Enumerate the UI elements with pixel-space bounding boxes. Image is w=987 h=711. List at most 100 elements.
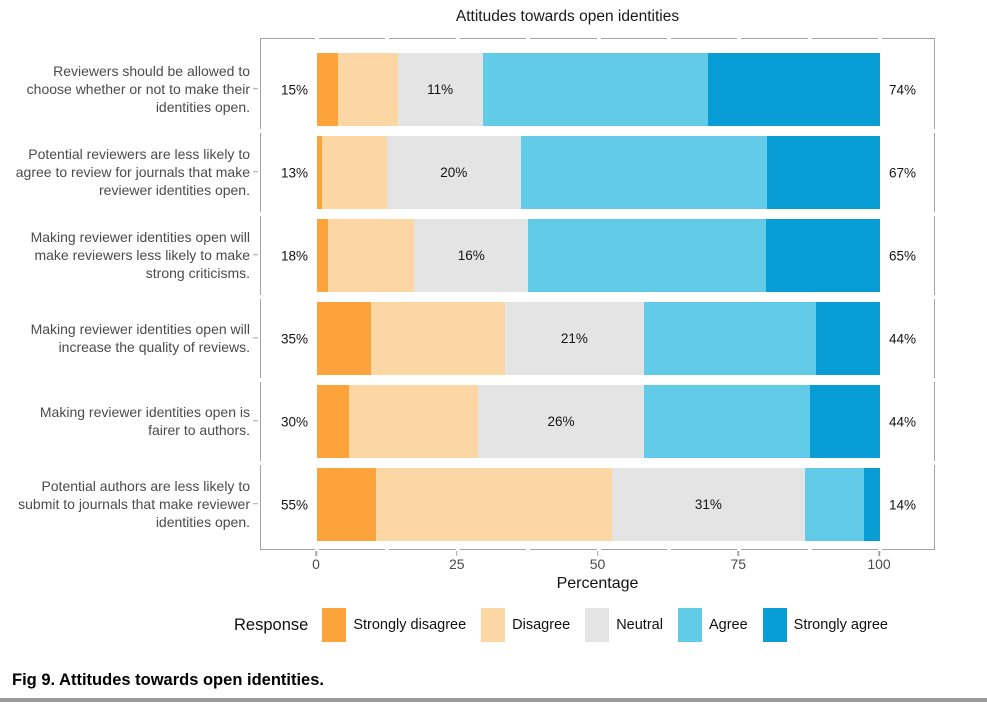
category-label: Making reviewer identities open will inc… [30,320,250,355]
legend-items: Strongly disagree Disagree Neutral Agree Str… [322,608,903,642]
border-grid-gap [526,548,531,551]
y-axis-tick [253,87,258,90]
border-grid-gap [455,37,460,40]
category-label: Making reviewer identities open will mak… [30,228,250,281]
right-total-label: 44% [889,331,917,346]
segment-agree [528,219,767,292]
legend-title: Response [234,615,309,634]
segment-strongly-disagree [317,385,350,458]
x-tick-label: 75 [730,556,747,572]
right-total-label: 14% [889,497,917,512]
right-total-label: 67% [889,165,917,180]
segment-neutral: 31% [611,468,805,541]
border-grid-gap [385,548,390,551]
legend-item: Strongly disagree [322,608,466,642]
border-grid-gap [878,37,882,40]
chart-title: Attitudes towards open identities [455,8,680,25]
border-grid-gap [596,548,601,551]
x-axis-tick [878,551,880,556]
caption-divider [0,698,987,702]
bar-row: 26% 30% 44% [281,385,916,458]
legend-item: Neutral [585,608,663,642]
segment-agree [644,302,816,375]
border-grid-gap [933,129,936,133]
segment-strongly-agree [767,136,880,209]
right-total-label: 65% [889,248,917,263]
figure-caption: Fig 9. Attitudes towards open identities… [12,671,324,689]
y-axis-tick [253,253,258,256]
legend-item: Disagree [481,608,570,642]
segment-neutral: 20% [386,136,521,209]
border-grid-gap [315,548,319,551]
left-total-label: 55% [280,497,308,512]
border-grid-gap [666,548,671,551]
border-grid-gap [596,37,601,40]
border-grid-gap [737,37,742,40]
border-grid-gap [933,461,936,465]
x-tick-label: 25 [448,556,465,572]
y-axis-tick [253,502,258,505]
legend-item: Agree [677,608,748,642]
y-axis-tick [253,170,258,173]
segment-disagree [327,219,415,292]
border-grid-gap [259,378,262,382]
border-grid-gap [807,37,812,40]
border-grid-gap [315,37,319,40]
segment-strongly-disagree [317,219,328,292]
bar-row: 16% 18% 65% [281,219,916,292]
segment-neutral: 21% [504,302,645,375]
segment-agree [482,53,709,126]
segment-neutral: 26% [477,385,645,458]
left-total-label: 18% [280,248,308,263]
legend-item: Strongly agree [762,608,888,642]
segment-strongly-disagree [317,468,376,541]
category-label: Potential authors are less likely to sub… [18,477,250,530]
segment-neutral: 16% [414,219,529,292]
segment-strongly-agree [863,468,880,541]
segment-agree [644,385,811,458]
segment-agree [804,468,864,541]
plot-panel: 11% 15% 74% 20% 13% 67% 16% 18% 65% 21% 35% 44% 26% 3… [259,37,936,551]
legend-item-label: Strongly agree [793,617,888,633]
border-grid-gap [666,37,671,40]
segment-disagree [375,468,612,541]
border-grid-gap [933,295,936,299]
segment-neutral: 11% [397,53,483,126]
y-axis-tick [253,419,258,422]
x-tick-label: 100 [867,556,891,572]
segment-strongly-disagree [317,53,339,126]
x-axis-tick [737,551,739,556]
segment-strongly-agree [766,219,880,292]
border-grid-gap [385,37,390,40]
segment-strongly-disagree [317,302,371,375]
border-grid-gap [878,548,882,551]
border-grid-gap [933,212,936,216]
border-grid-gap [455,548,460,551]
legend-swatch-strongly-disagree [322,608,347,642]
legend-item-label: Agree [708,617,748,633]
segment-strongly-agree [708,53,880,126]
y-axis-tick [253,336,258,339]
x-tick-label: 0 [312,556,320,572]
legend-item-label: Disagree [512,617,571,633]
segment-disagree [338,53,398,126]
x-axis-tick [456,551,458,556]
segment-disagree [322,136,387,209]
legend-item-label: Strongly disagree [353,617,467,633]
bar-row: 21% 35% 44% [281,302,916,375]
legend-swatch-neutral [585,608,610,642]
border-grid-gap [259,461,262,465]
bar-row: 31% 55% 14% [281,468,916,541]
x-axis-tick [315,551,317,556]
x-tick-label: 50 [589,556,606,572]
legend-swatch-strongly-agree [762,608,787,642]
bar-row: 20% 13% 67% [281,136,916,209]
left-total-label: 15% [280,82,308,97]
segment-disagree [349,385,478,458]
segment-strongly-agree [810,385,880,458]
right-total-label: 74% [889,82,917,97]
segment-disagree [370,302,505,375]
segment-strongly-agree [815,302,880,375]
border-grid-gap [259,295,262,299]
